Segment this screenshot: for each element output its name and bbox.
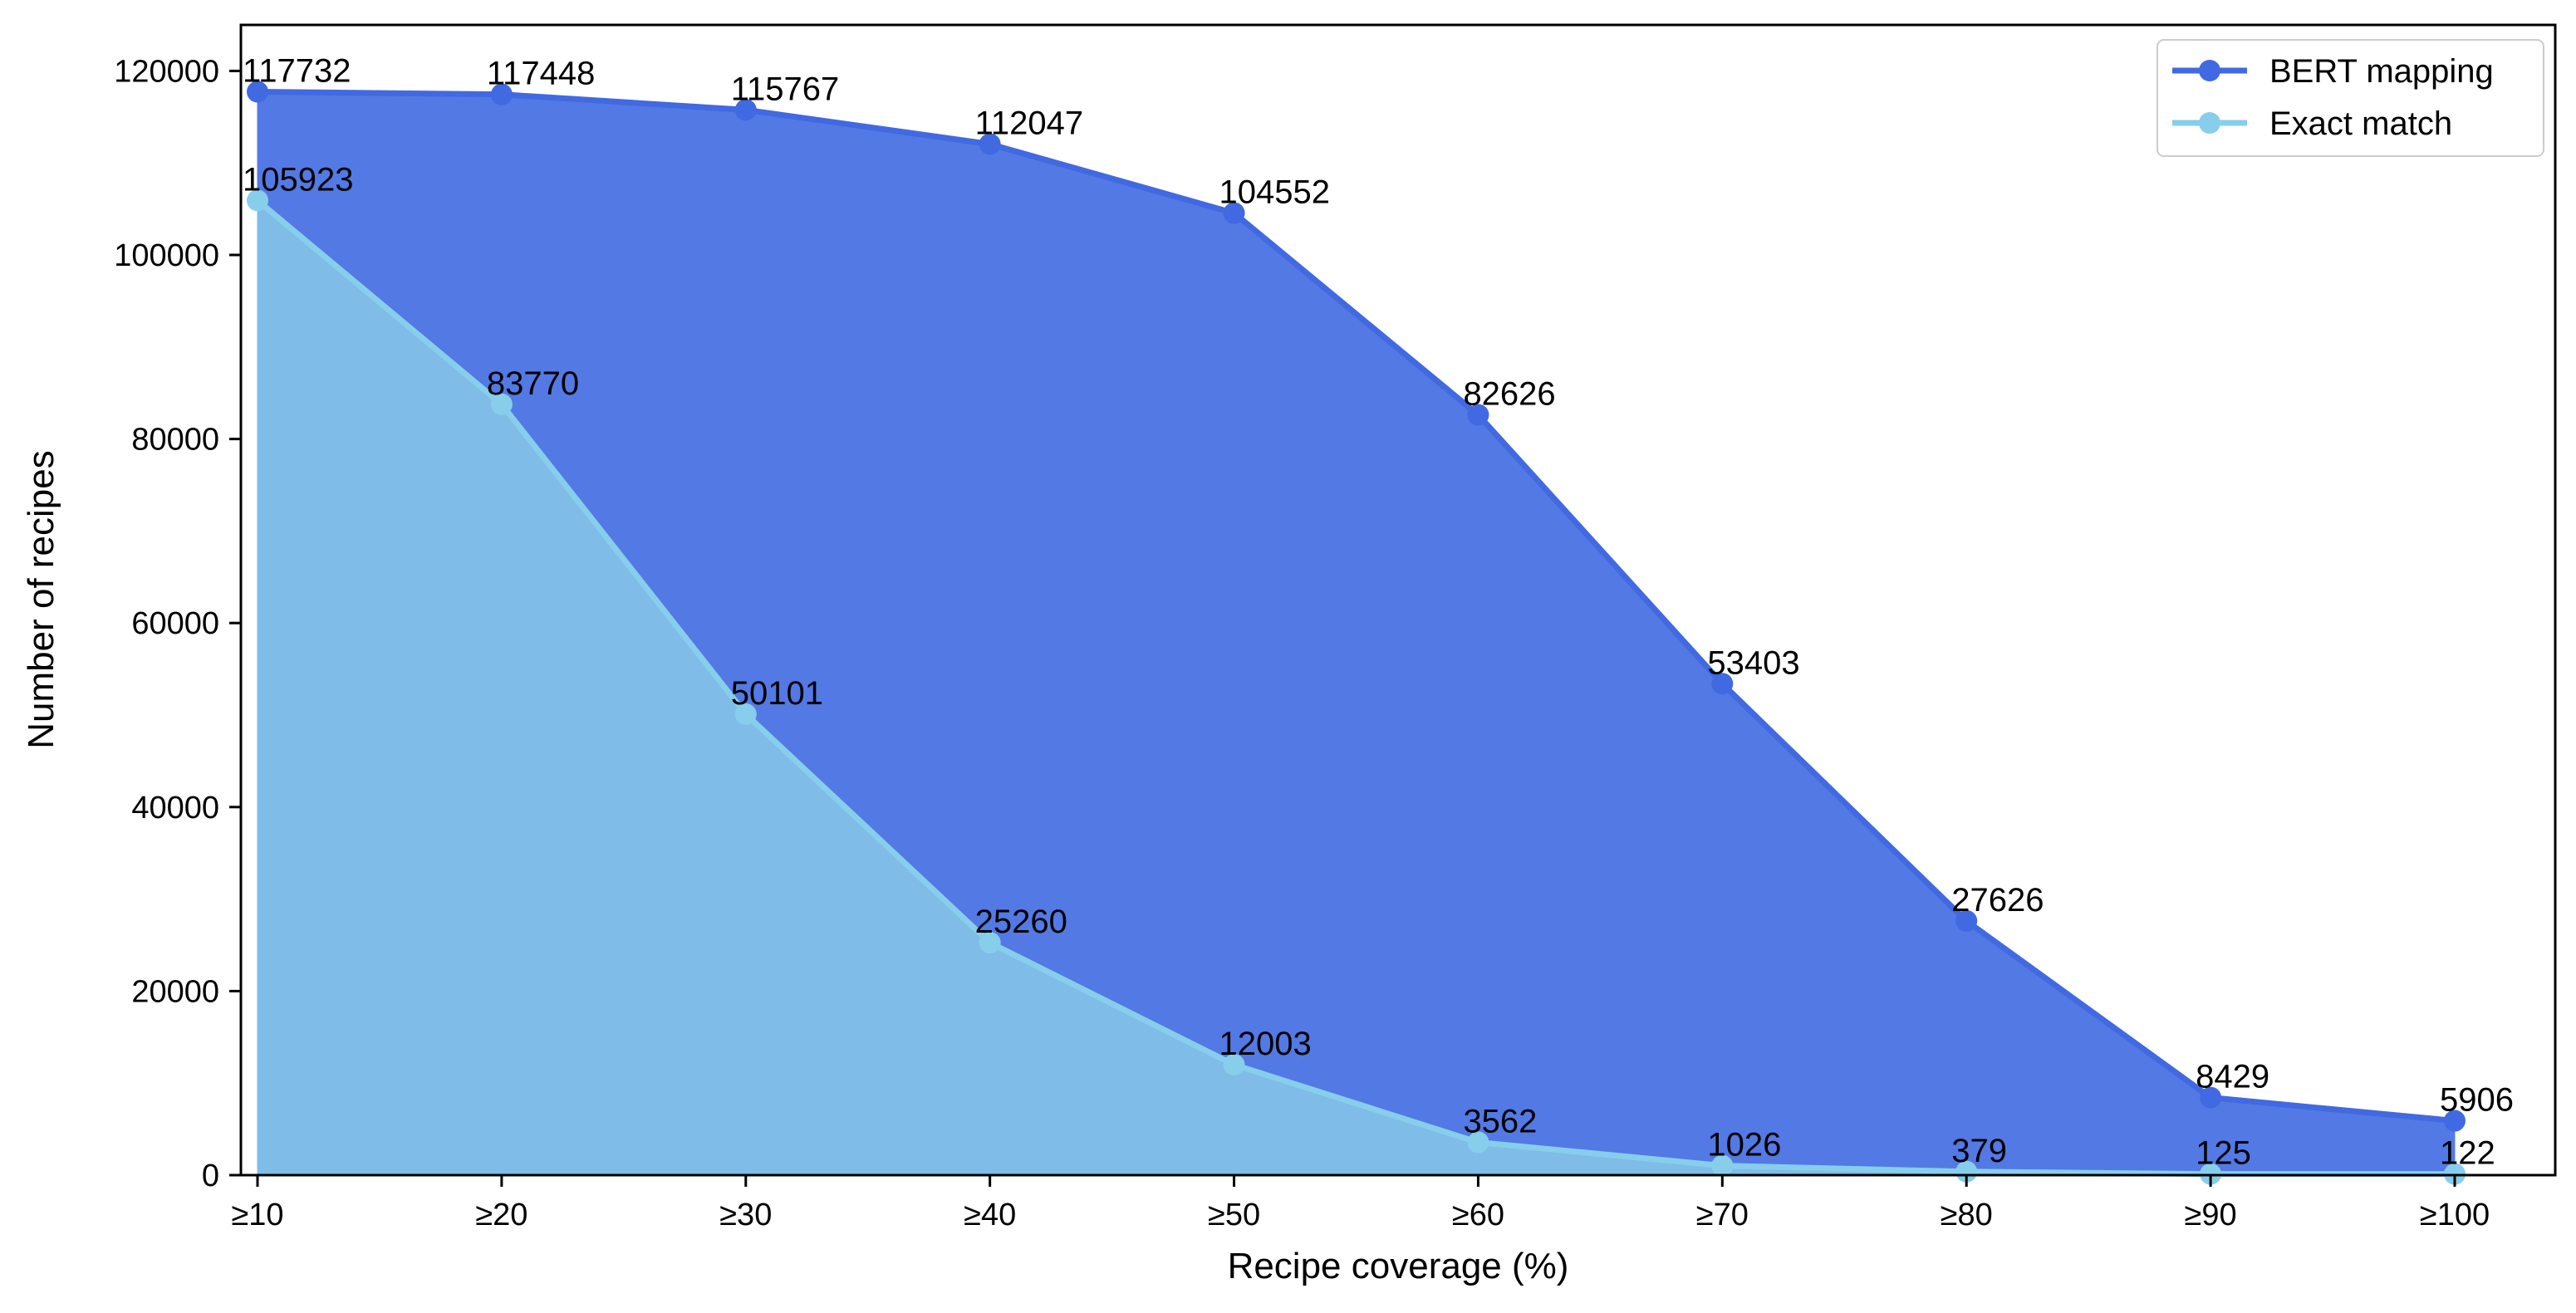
data-label-series-1-2: 50101 xyxy=(731,675,823,712)
data-label-series-1-7: 379 xyxy=(1951,1133,2007,1169)
data-label-series-0-0: 117732 xyxy=(243,53,351,90)
series-line-1 xyxy=(254,197,2458,1178)
data-labels: 117732 117448 115767 112047 104552 82626 53403… xyxy=(243,53,2514,1172)
data-label-series-1-8: 125 xyxy=(2196,1135,2251,1172)
y-tick-label-5: 100000 xyxy=(114,238,219,273)
x-tick-label-0: ≥10 xyxy=(231,1198,283,1232)
x-tick-label-6: ≥70 xyxy=(1696,1198,1749,1232)
data-point-series-1-2 xyxy=(734,703,757,725)
data-label-series-1-4: 12003 xyxy=(1219,1026,1312,1062)
data-point-series-0-2 xyxy=(734,99,757,121)
x-tick-label-8: ≥90 xyxy=(2185,1198,2237,1232)
data-label-series-1-9: 122 xyxy=(2440,1135,2495,1172)
y-tick-label-3: 60000 xyxy=(131,606,219,641)
legend: BERT mapping Exact match xyxy=(2156,39,2544,157)
x-tick-label-7: ≥80 xyxy=(1941,1198,1993,1232)
y-tick-label-1: 20000 xyxy=(131,974,219,1009)
x-axis-title: Recipe coverage (%) xyxy=(1228,1246,1569,1286)
data-label-series-0-2: 115767 xyxy=(731,71,840,107)
y-axis-title: Number of recipes xyxy=(21,450,61,748)
series-lines xyxy=(254,89,2458,1178)
data-label-series-1-6: 1026 xyxy=(1707,1127,1781,1164)
data-point-series-1-5 xyxy=(1467,1131,1489,1154)
data-label-series-1-3: 25260 xyxy=(975,904,1067,940)
data-point-series-0-1 xyxy=(490,83,513,105)
x-tick-label-3: ≥40 xyxy=(964,1198,1016,1232)
data-point-series-0-7 xyxy=(1955,909,1978,932)
data-point-series-0-4 xyxy=(1223,202,1245,224)
data-point-series-1-6 xyxy=(1711,1154,1734,1177)
data-label-series-1-0: 105923 xyxy=(243,161,353,198)
y-tick-label-0: 0 xyxy=(202,1159,219,1193)
data-label-series-0-1: 117448 xyxy=(487,56,596,92)
data-label-series-0-7: 27626 xyxy=(1951,882,2044,919)
y-tick-label-2: 40000 xyxy=(131,791,219,826)
data-point-series-1-1 xyxy=(490,393,513,415)
legend-marker-bert-mapping xyxy=(2199,60,2220,81)
data-point-series-0-8 xyxy=(2200,1086,2222,1109)
data-point-series-1-3 xyxy=(979,932,1001,954)
x-tick-label-5: ≥60 xyxy=(1452,1198,1504,1232)
y-axis: 0 20000 40000 60000 80000 100000 120000 xyxy=(114,54,241,1193)
data-point-series-0-9 xyxy=(2444,1110,2466,1132)
data-point-series-0-3 xyxy=(979,133,1001,155)
x-axis: ≥10 ≥20 ≥30 ≥40 ≥50 ≥60 ≥70 ≥80 ≥90 ≥100 xyxy=(231,1175,2490,1232)
data-label-series-0-9: 5906 xyxy=(2440,1082,2514,1119)
legend-label-exact-match: Exact match xyxy=(2269,105,2452,142)
data-point-series-1-7 xyxy=(1955,1160,1978,1183)
data-label-series-1-5: 3562 xyxy=(1463,1104,1537,1140)
x-tick-label-2: ≥30 xyxy=(719,1198,772,1232)
data-point-series-0-0 xyxy=(247,81,268,103)
data-point-series-1-0 xyxy=(247,189,268,212)
y-tick-label-4: 80000 xyxy=(131,423,219,458)
data-point-series-0-6 xyxy=(1711,673,1734,695)
data-label-series-0-3: 112047 xyxy=(975,105,1084,142)
data-point-series-0-5 xyxy=(1467,404,1489,426)
x-tick-label-1: ≥20 xyxy=(475,1198,527,1232)
plot-frame xyxy=(239,23,2557,1177)
legend-marker-exact-match xyxy=(2199,112,2220,134)
data-label-series-0-5: 82626 xyxy=(1463,376,1555,413)
data-label-series-0-6: 53403 xyxy=(1707,644,1799,681)
y-tick-label-6: 120000 xyxy=(114,54,219,89)
x-tick-label-9: ≥100 xyxy=(2420,1198,2490,1232)
series-line-0 xyxy=(254,89,2458,1124)
data-label-series-0-4: 104552 xyxy=(1219,174,1330,211)
data-point-series-1-4 xyxy=(1223,1054,1245,1076)
legend-frame xyxy=(2156,39,2544,157)
x-tick-label-4: ≥50 xyxy=(1208,1198,1260,1232)
data-label-series-1-1: 83770 xyxy=(487,365,579,402)
data-label-series-0-8: 8429 xyxy=(2196,1059,2269,1095)
legend-label-bert-mapping: BERT mapping xyxy=(2269,53,2494,90)
